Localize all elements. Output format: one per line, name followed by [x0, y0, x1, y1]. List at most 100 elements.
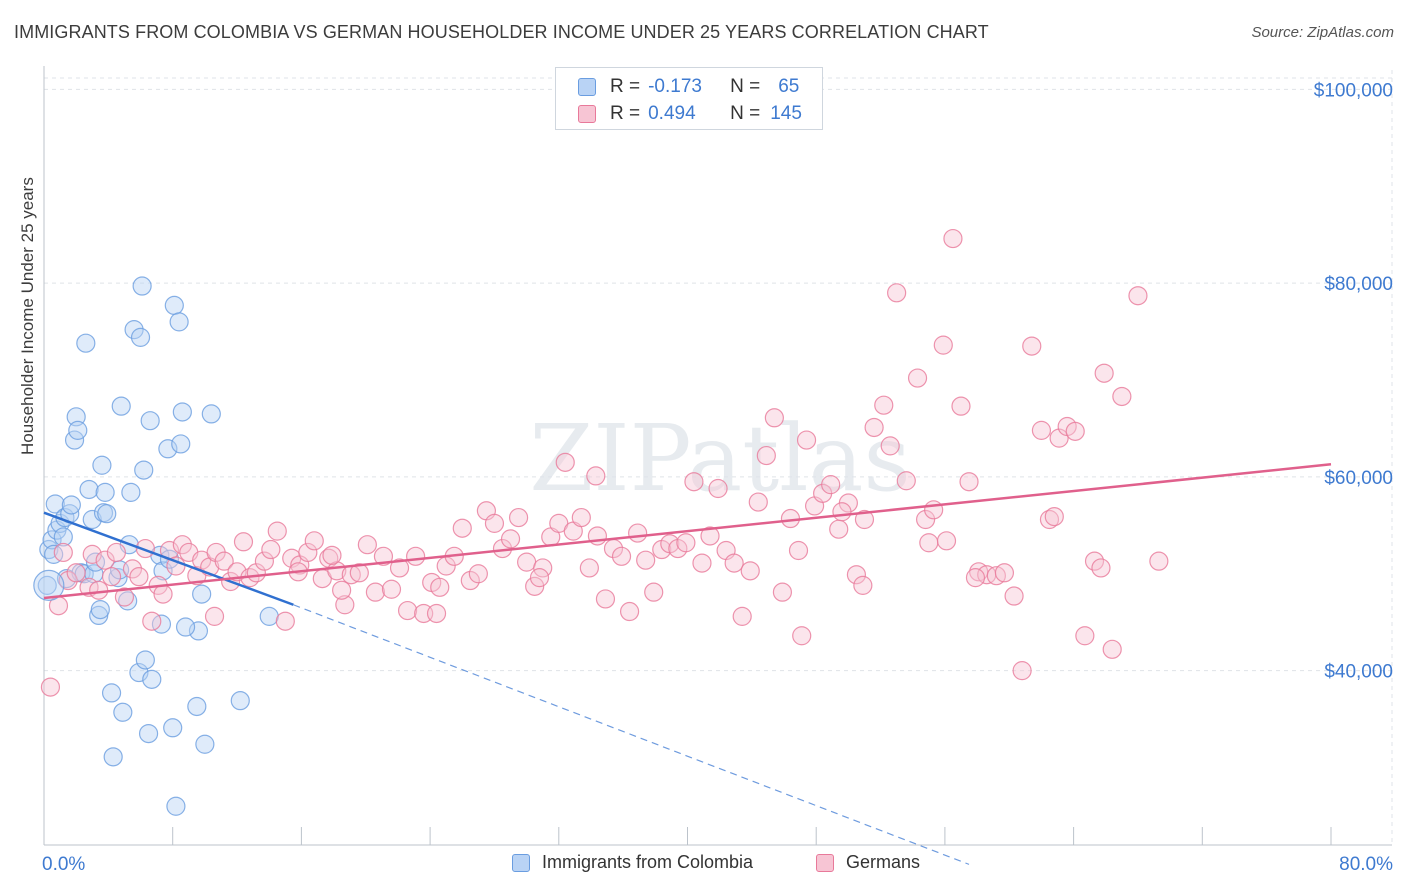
colombia-point[interactable] [53, 527, 73, 547]
germans-point[interactable] [915, 509, 936, 530]
germans-point[interactable] [1022, 336, 1042, 356]
germans-point[interactable] [571, 507, 591, 528]
germans-point[interactable] [994, 563, 1015, 583]
germans-point[interactable] [708, 478, 728, 499]
germans-point[interactable] [772, 582, 793, 602]
colombia-point[interactable] [166, 796, 186, 816]
colombia-point[interactable] [192, 584, 212, 604]
germans-point[interactable] [959, 472, 979, 492]
germans-point[interactable] [1065, 421, 1085, 441]
germans-point[interactable] [740, 561, 760, 581]
germans-point[interactable] [40, 677, 61, 697]
colombia-point[interactable] [132, 276, 152, 296]
germans-point[interactable] [943, 228, 963, 249]
colombia-point[interactable] [142, 669, 162, 689]
legend-item-germans[interactable]: Germans [816, 852, 920, 873]
germans-point[interactable] [1044, 506, 1064, 527]
germans-point[interactable] [796, 430, 817, 450]
germans-point[interactable] [304, 531, 324, 551]
germans-point[interactable] [919, 533, 939, 553]
colombia-point[interactable] [121, 482, 141, 502]
colombia-point[interactable] [44, 544, 64, 564]
germans-point[interactable] [430, 577, 450, 597]
germans-point[interactable] [764, 408, 784, 428]
germans-point[interactable] [1091, 558, 1111, 578]
germans-point[interactable] [484, 513, 505, 533]
germans-point[interactable] [676, 533, 696, 553]
colombia-point[interactable] [42, 530, 62, 550]
colombia-point[interactable] [175, 617, 196, 637]
germans-point[interactable] [936, 531, 957, 551]
germans-point[interactable] [579, 558, 599, 578]
germans-point[interactable] [153, 584, 173, 604]
germans-point[interactable] [106, 542, 126, 563]
germans-point[interactable] [267, 521, 287, 541]
colombia-point[interactable] [111, 396, 131, 416]
germans-point[interactable] [406, 546, 426, 566]
germans-point[interactable] [644, 582, 664, 602]
colombia-point[interactable] [163, 718, 183, 738]
colombia-point[interactable] [164, 295, 184, 316]
germans-point[interactable] [500, 529, 521, 549]
germans-point[interactable] [832, 502, 852, 522]
germans-point[interactable] [373, 546, 394, 566]
colombia-point[interactable] [135, 650, 155, 670]
colombia-point[interactable] [169, 312, 189, 332]
germans-point[interactable] [821, 475, 841, 495]
germans-point[interactable] [732, 606, 752, 626]
colombia-point[interactable] [76, 333, 96, 353]
germans-point[interactable] [748, 492, 768, 512]
germans-point[interactable] [1102, 639, 1122, 659]
germans-point[interactable] [508, 507, 529, 528]
germans-point[interactable] [142, 611, 162, 631]
germans-point[interactable] [595, 589, 616, 609]
germans-point[interactable] [611, 546, 632, 566]
colombia-point[interactable] [92, 455, 112, 475]
germans-point[interactable] [529, 568, 550, 588]
germans-point[interactable] [335, 595, 355, 615]
colombia-point[interactable] [103, 747, 123, 767]
germans-point[interactable] [965, 568, 986, 588]
germans-point[interactable] [628, 523, 648, 543]
germans-point[interactable] [586, 466, 606, 486]
germans-point[interactable] [254, 551, 274, 571]
germans-point[interactable] [1012, 661, 1032, 681]
germans-point[interactable] [214, 551, 234, 571]
colombia-point-large[interactable] [33, 569, 65, 601]
germans-point[interactable] [172, 535, 192, 555]
colombia-point[interactable] [195, 734, 215, 754]
germans-point[interactable] [1004, 586, 1024, 606]
germans-point[interactable] [1031, 420, 1052, 440]
germans-point[interactable] [129, 567, 149, 587]
colombia-point[interactable] [61, 495, 81, 515]
germans-point[interactable] [724, 553, 744, 573]
germans-point[interactable] [357, 535, 377, 555]
colombia-point[interactable] [140, 411, 160, 431]
germans-point[interactable] [700, 526, 720, 546]
colombia-point[interactable] [138, 723, 159, 744]
germans-point[interactable] [853, 575, 873, 595]
colombia-point[interactable] [130, 327, 151, 347]
legend-item-colombia[interactable]: Immigrants from Colombia [512, 852, 753, 873]
germans-point[interactable] [122, 559, 143, 579]
germans-point[interactable] [887, 283, 907, 303]
germans-point[interactable] [619, 601, 640, 622]
germans-point[interactable] [460, 570, 480, 591]
germans-point[interactable] [261, 539, 281, 560]
germans-point[interactable] [555, 452, 575, 472]
germans-point[interactable] [233, 532, 254, 552]
germans-point[interactable] [880, 436, 900, 456]
germans-point[interactable] [1128, 286, 1148, 306]
colombia-point[interactable] [134, 460, 154, 480]
germans-point[interactable] [525, 576, 545, 596]
colombia-point[interactable] [187, 696, 207, 717]
germans-point[interactable] [756, 445, 776, 466]
germans-point[interactable] [397, 600, 418, 621]
germans-point[interactable] [389, 558, 410, 578]
colombia-point[interactable] [90, 599, 110, 620]
germans-point[interactable] [101, 567, 122, 587]
germans-point[interactable] [53, 542, 73, 563]
germans-point[interactable] [829, 519, 849, 539]
germans-point[interactable] [1149, 551, 1169, 571]
colombia-point[interactable] [158, 439, 178, 459]
